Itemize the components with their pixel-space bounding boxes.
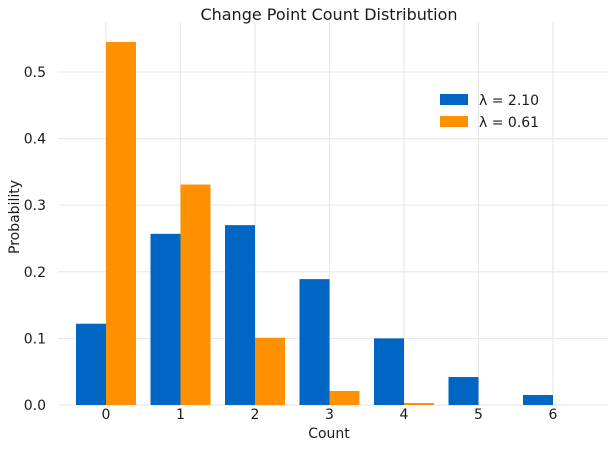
tick-labels: 0.0 0.1 0.2 0.3 0.4 0.5 0 1 2 3 4 5 6: [24, 65, 558, 423]
x-tick-label: 0: [102, 407, 111, 423]
grid-lines: [58, 22, 608, 406]
x-tick-label: 5: [474, 407, 483, 423]
bar-series-2-cat-1: [180, 184, 211, 405]
legend-label-series-2: λ = 0.61: [479, 115, 539, 131]
y-tick-label: 0.0: [24, 398, 46, 414]
bar-series-1-cat-3: [299, 279, 330, 405]
legend-swatch-series-1: [440, 94, 468, 105]
y-tick-label: 0.4: [24, 132, 46, 148]
bars: [76, 41, 553, 406]
x-tick-label: 4: [400, 407, 409, 423]
bar-series-1-cat-4: [374, 338, 404, 405]
bar-series-2-cat-2: [255, 337, 285, 405]
legend-label-series-1: λ = 2.10: [479, 93, 539, 109]
legend: λ = 2.10 λ = 0.61: [440, 93, 539, 131]
bar-series-2-cat-3: [329, 391, 360, 405]
bar-series-1-cat-0: [76, 323, 106, 405]
x-tick-label: 3: [325, 407, 334, 423]
y-tick-label: 0.1: [24, 331, 46, 347]
y-tick-label: 0.5: [24, 65, 46, 81]
x-axis-label: Count: [308, 426, 350, 442]
x-tick-label: 2: [251, 407, 260, 423]
y-axis-label: Probability: [7, 180, 23, 254]
x-tick-label: 1: [176, 407, 185, 423]
bar-series-2-cat-0: [106, 41, 136, 406]
chart-title: Change Point Count Distribution: [200, 5, 457, 24]
bar-series-1-cat-5: [448, 377, 479, 405]
bar-series-1-cat-2: [225, 225, 255, 405]
y-tick-label: 0.3: [24, 198, 46, 214]
bar-series-1-cat-6: [523, 395, 553, 405]
legend-swatch-series-2: [440, 116, 468, 127]
bar-series-2-cat-4: [404, 403, 434, 405]
x-tick-label: 6: [549, 407, 558, 423]
y-tick-label: 0.2: [24, 265, 46, 281]
bar-series-1-cat-1: [150, 233, 181, 405]
